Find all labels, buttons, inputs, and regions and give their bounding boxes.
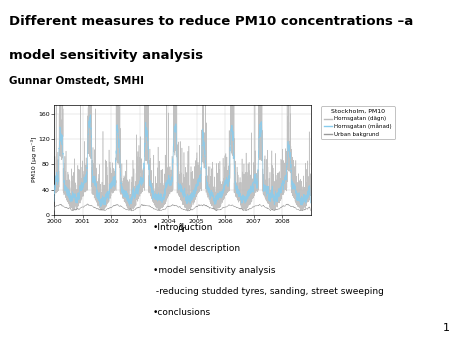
X-axis label: År: År xyxy=(178,225,186,234)
Legend: Hornsgatan (dägn), Hornsgatan (månad), Urban bakgrund: Hornsgatan (dägn), Hornsgatan (månad), U… xyxy=(321,106,395,139)
Text: •conclusions: •conclusions xyxy=(153,308,211,317)
Text: •model description: •model description xyxy=(153,244,240,254)
Text: 1: 1 xyxy=(443,323,450,333)
Text: •Introduction: •Introduction xyxy=(153,223,213,232)
Text: Different measures to reduce PM10 concentrations –a: Different measures to reduce PM10 concen… xyxy=(9,15,413,28)
Text: -reducing studded tyres, sanding, street sweeping: -reducing studded tyres, sanding, street… xyxy=(153,287,384,296)
Text: Gunnar Omstedt, SMHI: Gunnar Omstedt, SMHI xyxy=(9,76,144,86)
Text: •model sensitivity analysis: •model sensitivity analysis xyxy=(153,266,275,275)
Text: NORTRIP- 2011-03-07: NORTRIP- 2011-03-07 xyxy=(4,7,58,13)
Text: model sensitivity analysis: model sensitivity analysis xyxy=(9,49,203,63)
Text: SMHI: SMHI xyxy=(397,0,446,17)
Y-axis label: PM10 [µg m⁻³]: PM10 [µg m⁻³] xyxy=(31,137,37,183)
